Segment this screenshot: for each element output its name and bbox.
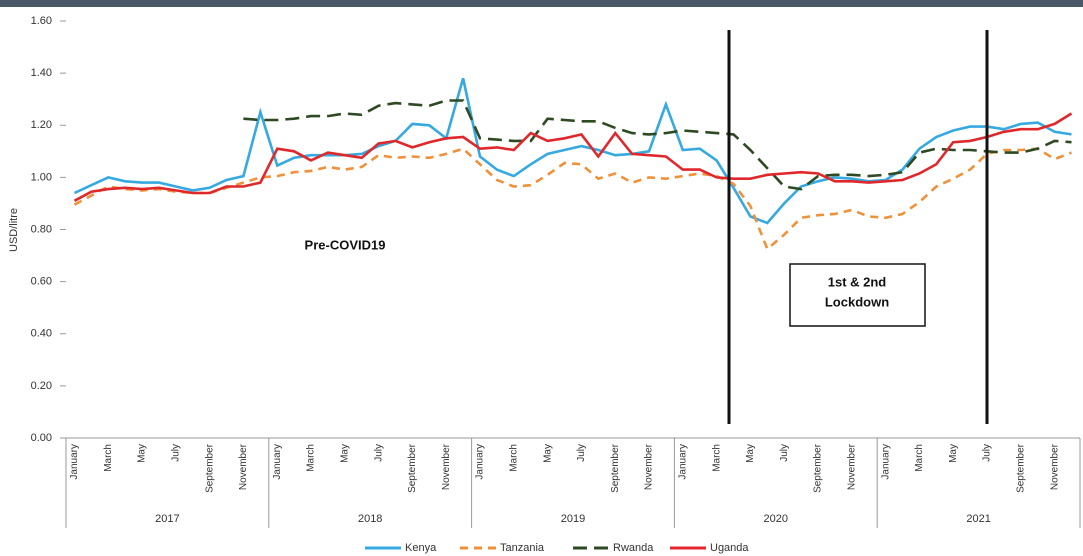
x-tick-label: September — [407, 443, 418, 493]
header-strip — [0, 0, 1083, 7]
legend-label: Rwanda — [613, 542, 654, 554]
x-tick-label: July — [982, 444, 993, 462]
x-tick-label: March — [508, 444, 519, 472]
x-tick-label: September — [1015, 443, 1026, 493]
x-tick-label: July — [373, 444, 384, 462]
x-tick-label: May — [745, 444, 756, 463]
series-line — [73, 77, 1072, 225]
x-tick-label: May — [948, 444, 959, 463]
legend-label: Tanzania — [500, 542, 545, 554]
legend-label: Uganda — [710, 542, 749, 554]
x-tick-label: January — [69, 444, 80, 480]
x-tick-label: July — [576, 444, 587, 462]
annotation-box — [789, 263, 926, 327]
x-tick-label: May — [137, 444, 148, 463]
year-label: 2020 — [764, 513, 788, 525]
year-label: 2019 — [561, 513, 585, 525]
y-tick-label: 1.20 — [31, 119, 52, 131]
annotation: 1st & 2nd — [828, 274, 887, 289]
year-label: 2018 — [358, 513, 382, 525]
x-tick-label: July — [779, 444, 790, 462]
x-tick-label: January — [880, 444, 891, 480]
x-tick-label: November — [846, 443, 857, 490]
x-tick-label: May — [339, 444, 350, 463]
x-tick-label: November — [441, 443, 452, 490]
x-tick-label: March — [103, 444, 114, 472]
x-tick-label: January — [272, 444, 283, 480]
x-tick-label: May — [542, 444, 553, 463]
y-tick-label: 1.40 — [31, 67, 52, 79]
x-tick-label: March — [711, 444, 722, 472]
x-tick-label: September — [610, 443, 621, 493]
x-tick-label: September — [813, 443, 824, 493]
series-line — [243, 99, 1072, 191]
legend-label: Kenya — [405, 542, 437, 554]
x-tick-label: September — [204, 443, 215, 493]
y-tick-label: 0.80 — [31, 223, 52, 235]
x-tick-label: March — [914, 444, 925, 472]
series-line — [73, 112, 1073, 202]
y-tick-label: 0.60 — [31, 276, 52, 288]
x-tick-label: November — [238, 443, 249, 490]
series-line — [73, 147, 1072, 252]
y-tick-label: 0.00 — [31, 432, 52, 444]
annotation: Pre-COVID19 — [305, 237, 386, 252]
y-tick-label: 0.20 — [31, 380, 52, 392]
x-tick-label: January — [475, 444, 486, 480]
x-tick-label: July — [170, 444, 181, 462]
y-tick-label: 1.60 — [31, 15, 52, 27]
x-tick-label: January — [677, 444, 688, 480]
y-axis-label: USD/litre — [8, 208, 20, 252]
y-tick-label: 0.40 — [31, 328, 52, 340]
x-tick-label: November — [644, 443, 655, 490]
annotation: Lockdown — [825, 294, 889, 309]
year-label: 2021 — [966, 513, 990, 525]
x-tick-label: March — [306, 444, 317, 472]
x-tick-label: November — [1049, 443, 1060, 490]
y-tick-label: 1.00 — [31, 171, 52, 183]
year-label: 2017 — [155, 513, 179, 525]
